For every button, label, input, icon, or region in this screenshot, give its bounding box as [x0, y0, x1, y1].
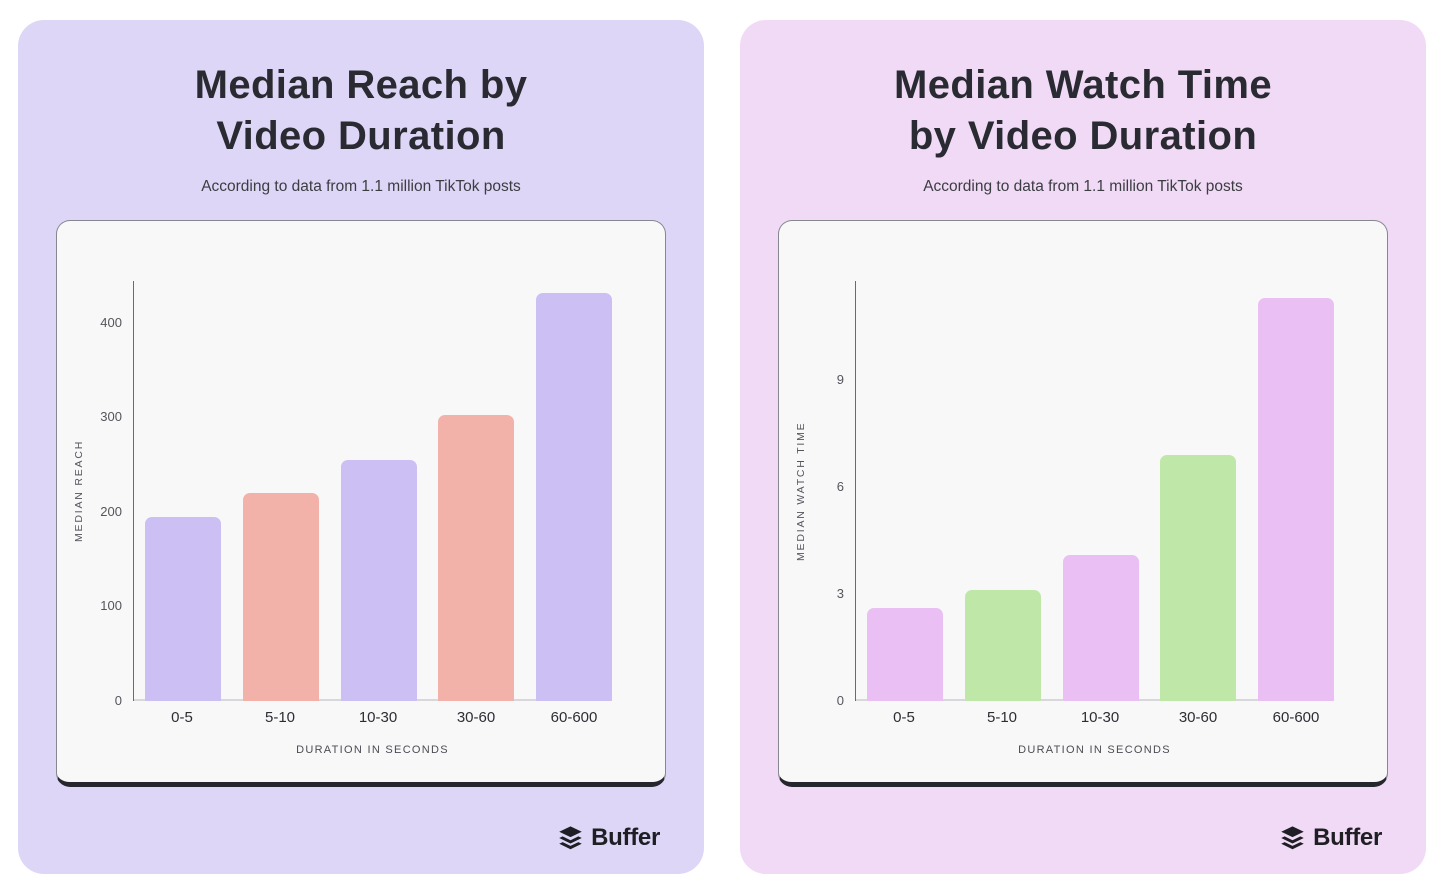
bar-0-5 [145, 516, 221, 701]
chart-title-line-1: Median Reach by [194, 63, 528, 107]
chart-title-line-2: Video Duration [216, 113, 506, 158]
median-reach-card: Median Reach by Video Duration According … [18, 20, 704, 874]
x-tick-label: 30-60 [1178, 708, 1218, 726]
buffer-icon [1281, 825, 1304, 849]
x-tick-label: 10-30 [1080, 708, 1120, 726]
median-watch-time-card: Median Watch Time by Video Duration Accor… [740, 20, 1426, 874]
bar-5-10 [964, 590, 1041, 701]
bars-group [134, 281, 612, 701]
y-tick-label: 3 [836, 585, 844, 601]
chart-title-line-1: Median Watch Time [894, 63, 1272, 107]
card-header: Median Watch Time by Video Duration Accor… [740, 20, 1426, 196]
y-tick-label: 0 [114, 692, 122, 708]
x-tick-label: 5-10 [986, 708, 1018, 726]
chart-subtitle: According to data from 1.1 million TikTo… [923, 177, 1243, 195]
y-tick-label: 6 [836, 479, 844, 495]
y-tick-label: 9 [836, 372, 844, 388]
chart-title: Median Reach by Video Duration [18, 60, 704, 162]
buffer-wordmark: Buffer [591, 824, 660, 851]
x-tick-label: 30-60 [456, 708, 496, 726]
x-tick-label: 5-10 [264, 708, 296, 726]
bar-5-10 [242, 492, 319, 701]
y-tick-label: 400 [100, 315, 122, 331]
y-tick-label: 100 [100, 598, 122, 614]
bar-60-600 [536, 292, 612, 701]
x-axis-labels: 0-5 5-10 10-30 30-60 60-600 [133, 709, 612, 726]
y-tick-label: 300 [100, 409, 122, 425]
chart-panel: MEDIAN WATCH TIME 0 3 6 9 0-5 5-10 10-30 30-60… [778, 219, 1388, 787]
buffer-logo: Buffer [1279, 824, 1382, 852]
card-header: Median Reach by Video Duration According … [18, 20, 704, 196]
x-tick-label: 60-600 [550, 708, 598, 726]
bar-60-600 [1258, 298, 1334, 701]
y-tick-label: 200 [100, 503, 122, 519]
y-axis-title: MEDIAN REACH [73, 439, 85, 542]
chart-subtitle: According to data from 1.1 million TikTo… [201, 177, 521, 195]
x-tick-label: 10-30 [358, 708, 398, 726]
bar-0-5 [867, 608, 943, 701]
bar-10-30 [340, 459, 417, 701]
buffer-icon [559, 825, 582, 849]
x-tick-label: 0-5 [893, 708, 915, 726]
x-axis-labels: 0-5 5-10 10-30 30-60 60-600 [855, 709, 1334, 726]
bar-30-60 [1160, 455, 1237, 701]
y-tick-label: 0 [836, 692, 844, 708]
x-tick-label: 60-600 [1272, 708, 1320, 726]
chart-title: Median Watch Time by Video Duration [740, 60, 1426, 162]
buffer-logo: Buffer [557, 824, 660, 852]
x-axis-title: DURATION IN SECONDS [296, 743, 449, 756]
buffer-wordmark: Buffer [1313, 824, 1382, 851]
chart-panel: MEDIAN REACH 0 100 200 300 400 0-5 5-10 10-30 3… [56, 219, 666, 787]
chart-title-line-2: by Video Duration [908, 113, 1258, 158]
bars-group [856, 281, 1334, 701]
x-axis-title: DURATION IN SECONDS [1018, 743, 1171, 756]
bar-plot: 0 100 200 300 400 [100, 280, 612, 708]
y-axis-title: MEDIAN WATCH TIME [795, 420, 807, 561]
bar-30-60 [438, 414, 515, 701]
x-tick-label: 0-5 [171, 708, 193, 726]
bar-plot: 0 3 6 9 [837, 280, 1334, 708]
bar-10-30 [1062, 554, 1139, 701]
